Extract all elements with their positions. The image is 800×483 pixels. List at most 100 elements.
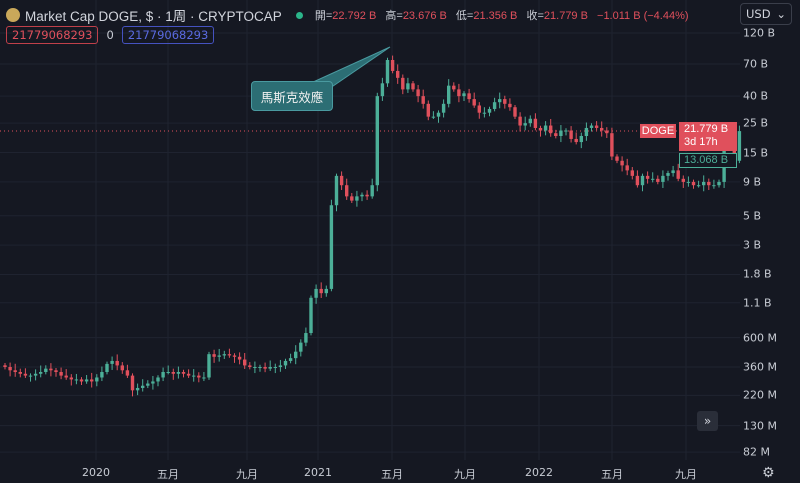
candle-body [355,196,359,201]
x-tick-label: 五月 [381,468,403,481]
candle-body [54,370,58,373]
candle-body [691,181,696,186]
candle-body [217,355,221,357]
candle-body [717,181,721,186]
bar-countdown: 3d 17h [684,136,718,148]
candle-body [467,93,471,100]
candle-body [462,93,466,97]
candle-body [569,130,573,139]
x-tick-label: 五月 [601,468,623,481]
x-tick-label: 2022 [525,466,553,479]
candle-body [283,360,288,366]
candle-body [421,96,425,104]
candle-body [610,133,614,157]
candle-body [141,385,145,388]
candle-body [375,96,379,186]
indicator-values: 21779068293 0 21779068293 [6,26,215,44]
candle-body [100,372,104,378]
candle-body [151,381,155,384]
last-price: 21.779 B [684,123,729,135]
y-tick-label: 3 B [743,238,762,252]
x-tick-label: 九月 [236,468,258,481]
candle-body [482,112,487,114]
symbol-price-tag: DOGE [640,124,676,138]
candle-body [237,356,242,360]
candle-body [406,83,410,90]
candle-body [135,387,140,391]
candle-body [600,127,604,131]
value-box-blue[interactable]: 21779068293 [121,26,215,44]
candle-body [559,130,563,137]
y-tick-label: 15 B [743,146,769,160]
grid [0,0,740,460]
ohlc-values: 開=22.792 B 高=23.676 B 低=21.356 B 收=21.77… [315,7,695,23]
value-box-red[interactable]: 21779068293 [6,26,99,44]
candle-body [676,170,680,179]
candle-body [605,130,609,134]
candle-body [615,156,619,161]
candle-body [64,375,68,378]
x-tick-label: 2021 [304,466,332,479]
low-value: 21.356 B [473,10,518,22]
candle-body [666,173,670,176]
y-tick-label: 130 M [743,419,777,433]
candle-body [161,372,165,378]
candle-body [192,375,196,377]
candle-body [309,297,313,334]
candle-body [523,123,527,126]
x-tick-label: 九月 [675,468,697,481]
candle-body [401,77,405,90]
candle-body [385,60,390,84]
candle-body [554,133,558,137]
candle-body [457,89,461,97]
candle-body [487,108,492,113]
y-tick-label: 5 B [743,209,762,223]
candle-body [477,105,481,113]
candle-body [18,372,22,374]
candle-body [574,138,578,143]
candle-body [171,372,175,374]
gear-icon[interactable]: ⚙ [762,465,775,481]
candle-body [436,112,441,117]
candle-body [294,351,298,359]
candle-body [365,194,369,197]
annotation-callout[interactable]: 馬斯克效應 [251,81,333,111]
candle-body [513,107,517,117]
candle-body [339,175,344,186]
candle-body [202,377,206,379]
doge-coin-icon [6,8,20,22]
candle-body [69,377,73,380]
scroll-to-realtime-button[interactable]: » [697,411,718,431]
candle-body [222,354,226,356]
candle-body [508,103,512,108]
candle-body [681,178,685,182]
candle-body [273,367,277,369]
candle-body [426,103,430,117]
candle-body [3,365,7,368]
symbol-title[interactable]: Market Cap DOGE, $ · 1周 · CRYPTOCAP [25,9,282,24]
candle-body [594,125,599,128]
candle-body [390,60,395,71]
candle-body [105,363,109,373]
candle-body [176,372,181,374]
candle-body [197,375,201,378]
candle-body [411,83,415,90]
high-value: 23.676 B [402,10,447,22]
open-label: 開= [314,10,333,22]
market-status-icon [295,11,303,19]
currency-select[interactable]: USD ⌄ [740,3,792,25]
candle-body [74,379,79,381]
candle-body [146,383,150,386]
candle-body [181,372,186,374]
candle-body [120,365,124,371]
candle-body [549,125,553,134]
candle-body [130,375,135,391]
candle-body [324,288,328,294]
candle-body [23,373,28,376]
close-label: 收= [526,10,544,22]
candle-body [360,194,364,197]
candles [3,55,742,397]
candle-body [345,185,349,197]
candle-body [472,99,476,106]
